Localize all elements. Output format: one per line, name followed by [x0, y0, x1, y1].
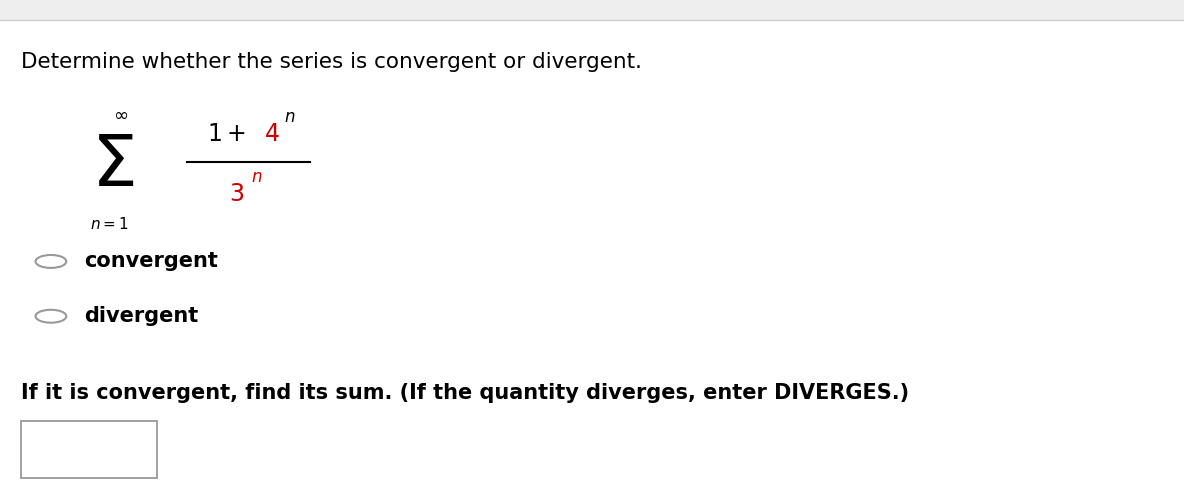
- Text: $1 + $: $1 + $: [207, 123, 246, 146]
- Text: $\Sigma$: $\Sigma$: [91, 132, 134, 201]
- FancyBboxPatch shape: [0, 0, 1184, 20]
- Text: $n$: $n$: [284, 108, 296, 126]
- Text: Determine whether the series is convergent or divergent.: Determine whether the series is converge…: [21, 52, 642, 72]
- Text: $4$: $4$: [264, 123, 279, 146]
- FancyBboxPatch shape: [21, 421, 157, 478]
- Text: $\infty$: $\infty$: [114, 106, 128, 124]
- Text: divergent: divergent: [84, 306, 198, 326]
- Text: $3$: $3$: [229, 182, 244, 206]
- Text: If it is convergent, find its sum. (If the quantity diverges, enter DIVERGES.): If it is convergent, find its sum. (If t…: [21, 383, 909, 403]
- Text: $n$: $n$: [251, 168, 263, 186]
- Text: $n = 1$: $n = 1$: [90, 216, 128, 232]
- Text: convergent: convergent: [84, 251, 218, 271]
